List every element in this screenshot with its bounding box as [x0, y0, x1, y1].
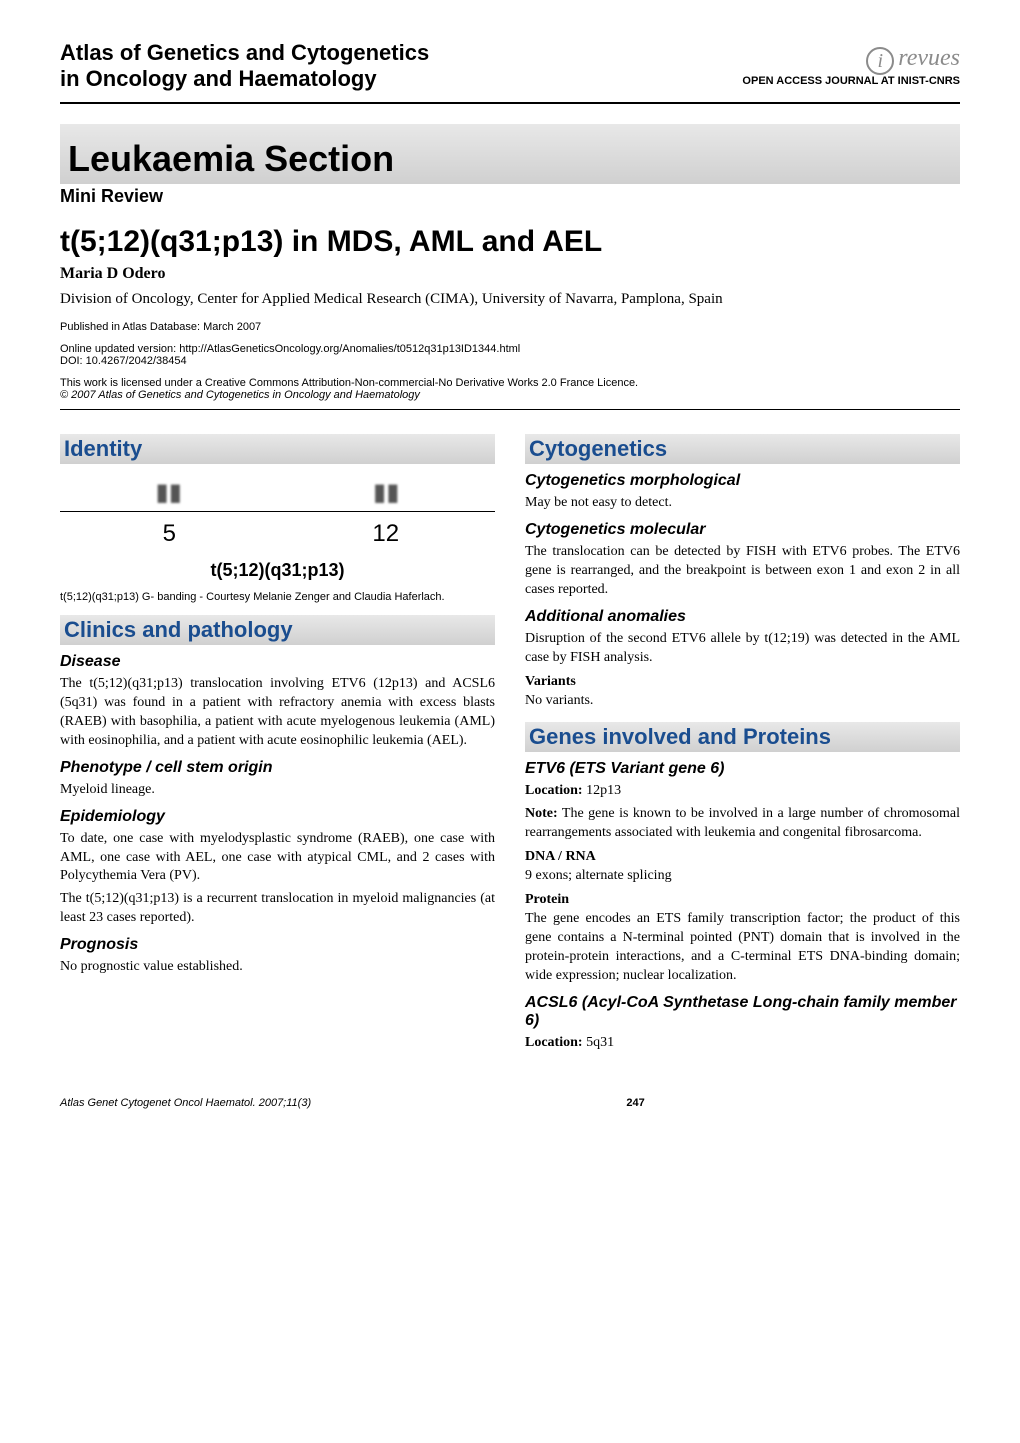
etv6-location-label: Location: [525, 783, 583, 798]
etv6-protein-text: The gene encodes an ETS family transcrip… [525, 910, 960, 986]
cyto-morph-heading: Cytogenetics morphological [525, 472, 960, 490]
additional-anomalies-heading: Additional anomalies [525, 608, 960, 626]
chromosome-5-image: ▮▮ [60, 474, 278, 512]
chromosome-12-image: ▮▮ [278, 474, 496, 512]
cytogenetics-heading: Cytogenetics [525, 434, 960, 464]
online-version-meta: Online updated version: http://AtlasGene… [60, 343, 960, 367]
license-block: This work is licensed under a Creative C… [60, 377, 960, 410]
license-text: This work is licensed under a Creative C… [60, 377, 960, 389]
chromosome-12-label: 12 [279, 520, 494, 548]
two-column-layout: Identity ▮▮ ▮▮ 5 12 t(5;12)(q31;p13) t(5… [60, 422, 960, 1056]
cyto-molecular-heading: Cytogenetics molecular [525, 521, 960, 539]
karyotype-figure: ▮▮ ▮▮ 5 12 t(5;12)(q31;p13) [60, 474, 495, 581]
etv6-heading: ETV6 (ETS Variant gene 6) [525, 760, 960, 778]
etv6-dna-heading: DNA / RNA [525, 849, 960, 865]
journal-title-line1: Atlas of Genetics and Cytogenetics [60, 40, 429, 66]
acsl6-location-label: Location: [525, 1035, 583, 1050]
disease-text: The t(5;12)(q31;p13) translocation invol… [60, 675, 495, 751]
page-header: Atlas of Genetics and Cytogenetics in On… [60, 40, 960, 104]
epidemiology-text-2: The t(5;12)(q31;p13) is a recurrent tran… [60, 890, 495, 928]
cyto-morph-text: May be not easy to detect. [525, 494, 960, 513]
variants-heading: Variants [525, 674, 960, 690]
karyotype-table: ▮▮ ▮▮ [60, 474, 495, 512]
clinics-heading: Clinics and pathology [60, 615, 495, 645]
page-number: 247 [626, 1097, 644, 1109]
figure-caption: t(5;12)(q31;p13) G- banding - Courtesy M… [60, 591, 495, 603]
published-date: Published in Atlas Database: March 2007 [60, 321, 960, 333]
phenotype-text: Myeloid lineage. [60, 781, 495, 800]
acsl6-location-value: 5q31 [583, 1035, 615, 1050]
acsl6-location: Location: 5q31 [525, 1034, 960, 1053]
epidemiology-text-1: To date, one case with myelodysplastic s… [60, 830, 495, 887]
etv6-dna-text: 9 exons; alternate splicing [525, 867, 960, 886]
prognosis-heading: Prognosis [60, 936, 495, 954]
section-title: Leukaemia Section [68, 138, 952, 180]
author-name: Maria D Odero [60, 265, 960, 283]
section-subtitle: Mini Review [60, 186, 960, 207]
right-column: Cytogenetics Cytogenetics morphological … [525, 422, 960, 1056]
logo: i revues [742, 45, 960, 75]
variants-text: No variants. [525, 692, 960, 711]
chromosome-5-label: 5 [62, 520, 277, 548]
genes-heading: Genes involved and Proteins [525, 722, 960, 752]
etv6-note: Note: The gene is known to be involved i… [525, 805, 960, 843]
left-column: Identity ▮▮ ▮▮ 5 12 t(5;12)(q31;p13) t(5… [60, 422, 495, 1056]
header-right: i revues OPEN ACCESS JOURNAL AT INIST-CN… [742, 45, 960, 87]
etv6-location: Location: 12p13 [525, 782, 960, 801]
online-version-url: Online updated version: http://AtlasGene… [60, 343, 960, 355]
page-footer: Atlas Genet Cytogenet Oncol Haematol. 20… [60, 1097, 960, 1109]
logo-icon: i [866, 47, 894, 75]
logo-text: revues [898, 45, 960, 71]
acsl6-heading: ACSL6 (Acyl-CoA Synthetase Long-chain fa… [525, 994, 960, 1030]
prognosis-text: No prognostic value established. [60, 958, 495, 977]
cyto-molecular-text: The translocation can be detected by FIS… [525, 543, 960, 600]
author-affiliation: Division of Oncology, Center for Applied… [60, 289, 960, 309]
karyotype-notation: t(5;12)(q31;p13) [60, 560, 495, 581]
epidemiology-heading: Epidemiology [60, 808, 495, 826]
article-title: t(5;12)(q31;p13) in MDS, AML and AEL [60, 225, 960, 259]
open-access-label: OPEN ACCESS JOURNAL AT INIST-CNRS [742, 75, 960, 87]
etv6-note-text: The gene is known to be involved in a la… [525, 806, 960, 840]
etv6-note-label: Note: [525, 806, 558, 821]
section-band: Leukaemia Section [60, 124, 960, 184]
etv6-protein-heading: Protein [525, 892, 960, 908]
journal-title-line2: in Oncology and Haematology [60, 66, 429, 92]
identity-heading: Identity [60, 434, 495, 464]
additional-anomalies-text: Disruption of the second ETV6 allele by … [525, 630, 960, 668]
journal-title-block: Atlas of Genetics and Cytogenetics in On… [60, 40, 429, 92]
disease-heading: Disease [60, 653, 495, 671]
phenotype-heading: Phenotype / cell stem origin [60, 759, 495, 777]
footer-citation: Atlas Genet Cytogenet Oncol Haematol. 20… [60, 1097, 311, 1109]
doi: DOI: 10.4267/2042/38454 [60, 355, 960, 367]
copyright-text: © 2007 Atlas of Genetics and Cytogenetic… [60, 389, 960, 401]
etv6-location-value: 12p13 [583, 783, 622, 798]
